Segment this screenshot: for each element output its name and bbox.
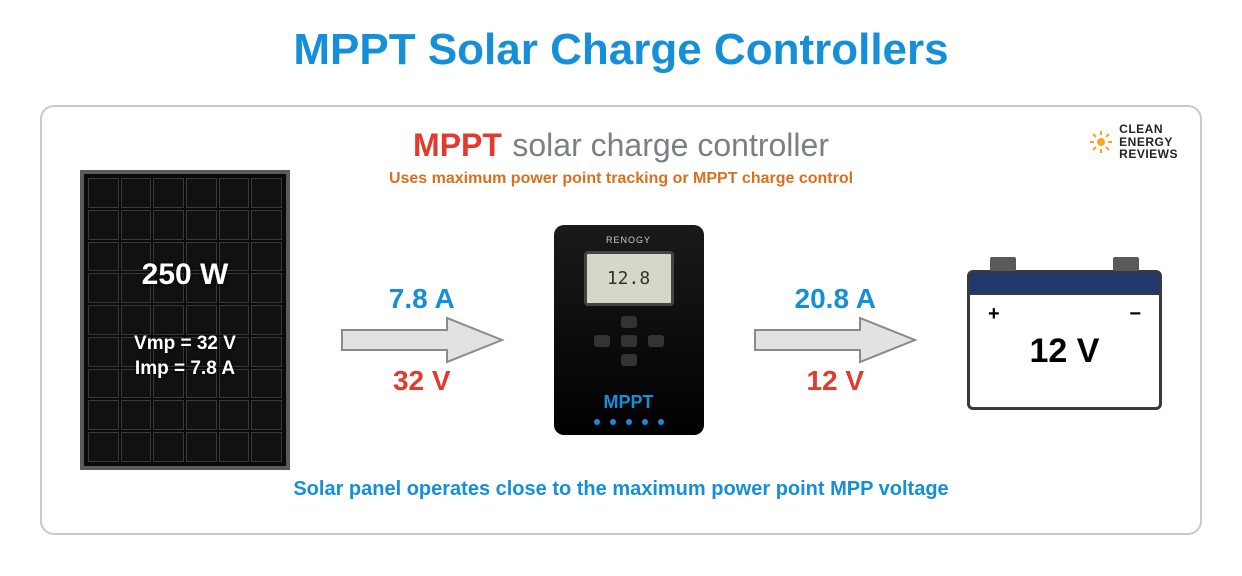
panel-imp: Imp = 7.8 A (135, 357, 235, 382)
battery-terminal-cap (1113, 257, 1139, 271)
arrow2-current: 20.8 A (795, 283, 876, 315)
arrow1-current: 7.8 A (389, 283, 455, 315)
battery-stripe (970, 273, 1159, 295)
logo-text: CLEAN ENERGY REVIEWS (1119, 123, 1178, 161)
solar-panel: 250 W Vmp = 32 V Imp = 7.8 A (80, 170, 290, 470)
battery-body: + − 12 V (970, 295, 1159, 407)
arrow-1: 7.8 A 32 V (337, 283, 507, 397)
arrow-icon (750, 315, 920, 365)
arrow1-voltage: 32 V (393, 365, 451, 397)
logo-line1: CLEAN (1119, 123, 1178, 136)
logo-line3: REVIEWS (1119, 148, 1178, 161)
diagram-heading: MPPT solar charge controller (70, 127, 1172, 164)
arrow-icon (337, 315, 507, 365)
flow-row: 250 W Vmp = 32 V Imp = 7.8 A 7.8 A 32 V … (70, 210, 1172, 470)
controller-lcd: 12.8 (584, 251, 674, 306)
title-rest: Solar Charge Controllers (416, 25, 949, 74)
arrow-2: 20.8 A 12 V (750, 283, 920, 397)
battery-voltage: 12 V (970, 295, 1159, 407)
panel-wattage: 250 W (142, 258, 229, 292)
page-title: MPPT Solar Charge Controllers (0, 0, 1242, 105)
battery-terminal-cap (990, 257, 1016, 271)
sun-icon (1089, 130, 1113, 154)
controller-dpad (594, 316, 664, 366)
panel-overlay: 250 W Vmp = 32 V Imp = 7.8 A (84, 174, 286, 466)
controller-brand: RENOGY (606, 235, 651, 245)
heading-rest: solar charge controller (512, 127, 829, 163)
mppt-controller: RENOGY 12.8 MPPT (554, 225, 704, 435)
heading-accent: MPPT (413, 127, 502, 163)
footer-note: Solar panel operates close to the maximu… (70, 478, 1172, 501)
controller-label: MPPT (603, 392, 653, 413)
title-accent: MPPT (293, 25, 415, 74)
battery: + − 12 V (967, 270, 1162, 410)
arrow2-voltage: 12 V (806, 365, 864, 397)
controller-leds (594, 419, 664, 425)
diagram-container: CLEAN ENERGY REVIEWS MPPT solar charge c… (40, 105, 1202, 535)
panel-vmp: Vmp = 32 V (134, 332, 236, 357)
brand-logo: CLEAN ENERGY REVIEWS (1089, 123, 1178, 161)
